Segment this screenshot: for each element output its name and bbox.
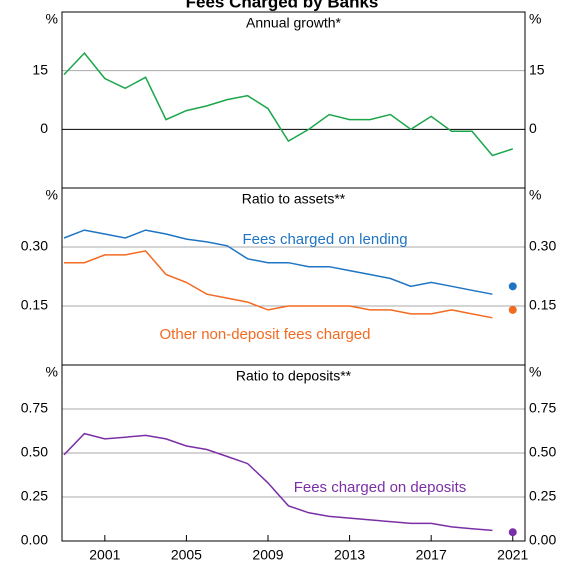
y-tick-label: 15 <box>529 61 545 77</box>
y-tick-label: 0.00 <box>529 532 556 548</box>
unit-label: % <box>529 11 541 27</box>
unit-label: % <box>46 11 58 27</box>
x-tick-label: 2001 <box>89 547 120 563</box>
panel-frame <box>61 11 526 189</box>
y-tick-label: 0.00 <box>21 532 48 548</box>
series-line <box>63 432 493 532</box>
unit-label: % <box>46 187 58 203</box>
y-tick-label: 0.15 <box>21 297 48 313</box>
x-tick-label: 2021 <box>497 547 528 563</box>
panel-title: Annual growth* <box>246 15 342 31</box>
unit-label: % <box>529 187 541 203</box>
y-tick-label: 0.50 <box>21 444 48 460</box>
y-tick-label: 0.15 <box>529 297 556 313</box>
y-tick-label: 0 <box>529 120 537 136</box>
series-label: Fees charged on deposits <box>294 479 467 496</box>
x-tick-label: 2009 <box>252 547 283 563</box>
series-line <box>63 229 493 295</box>
panel-title: Ratio to deposits** <box>236 368 352 384</box>
unit-label: % <box>529 364 541 380</box>
series-label: Fees charged on lending <box>242 231 407 248</box>
panel-title: Ratio to assets** <box>242 191 346 207</box>
end-dot <box>508 282 517 291</box>
series-line <box>63 51 514 157</box>
y-tick-label: 0 <box>40 120 48 136</box>
y-tick-label: 0.30 <box>529 238 556 254</box>
y-tick-label: 0.25 <box>529 488 556 504</box>
unit-label: % <box>46 364 58 380</box>
series-label: Other non-deposit fees charged <box>160 326 371 343</box>
end-dot <box>508 528 517 537</box>
chart-title: Fees Charged by Banks <box>186 0 379 11</box>
y-tick-label: 0.75 <box>529 400 556 416</box>
x-tick-label: 2005 <box>171 547 202 563</box>
panel-frame <box>61 364 526 542</box>
series-line <box>64 250 493 319</box>
x-tick-label: 2013 <box>334 547 365 563</box>
y-tick-label: 0.75 <box>21 400 48 416</box>
y-tick-label: 0.25 <box>21 488 48 504</box>
y-tick-label: 0.50 <box>529 444 556 460</box>
y-tick-label: 15 <box>32 61 48 77</box>
end-dot <box>508 305 517 314</box>
x-tick-label: 2017 <box>416 547 447 563</box>
y-tick-label: 0.30 <box>21 238 48 254</box>
